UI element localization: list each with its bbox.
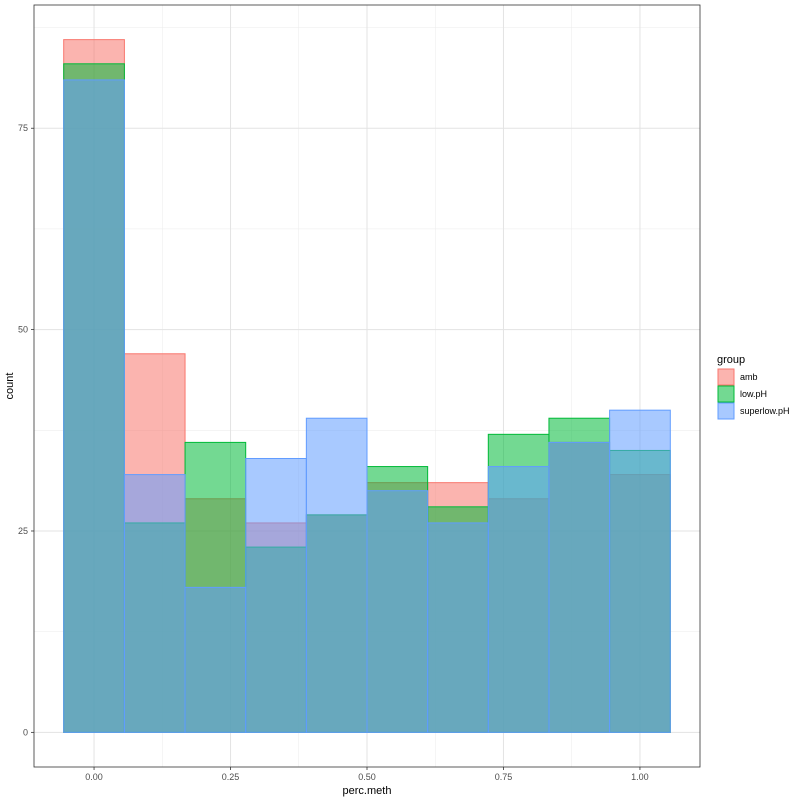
bar-superlow-pH [427, 522, 489, 733]
legend-label: low.pH [740, 389, 767, 399]
bar-superlow-pH [63, 79, 125, 733]
y-axis-title: count [4, 373, 16, 400]
legend-label: amb [740, 372, 758, 382]
legend-key-low-pH [717, 385, 735, 403]
y-tick-label: 50 [18, 325, 28, 335]
bar-superlow-pH [366, 490, 429, 733]
bar-superlow-pH [548, 441, 611, 733]
y-tick-label: 25 [18, 526, 28, 536]
legend: group amb low.pH superlow.pH [717, 354, 790, 420]
legend-label: superlow.pH [740, 406, 790, 416]
y-tick-label: 0 [23, 727, 28, 737]
bars-layer [63, 39, 671, 733]
x-tick-label: 0.75 [495, 772, 513, 782]
axes-layer: 0.00 0.25 0.50 0.75 1.00 0 25 50 75 [18, 123, 649, 782]
x-tick-label: 0.00 [85, 772, 103, 782]
x-tick-label: 0.50 [358, 772, 376, 782]
x-axis-title: perc.meth [343, 785, 392, 797]
legend-title: group [717, 354, 745, 366]
legend-key-amb [717, 368, 735, 386]
y-tick-label: 75 [18, 123, 28, 133]
x-tick-label: 1.00 [631, 772, 649, 782]
bar-superlow-pH [245, 457, 307, 733]
legend-key-superlow-pH [717, 402, 735, 420]
bar-superlow-pH [123, 474, 186, 733]
x-tick-label: 0.25 [222, 772, 240, 782]
bar-superlow-pH [487, 466, 550, 733]
bar-superlow-pH [184, 586, 247, 733]
bar-superlow-pH [305, 417, 368, 733]
bar-superlow-pH [609, 409, 671, 733]
